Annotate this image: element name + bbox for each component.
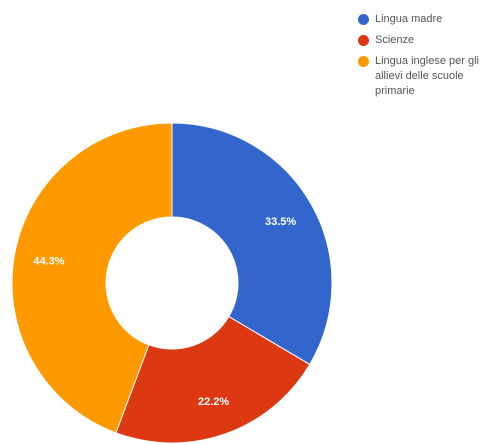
legend-label-lingua-madre: Lingua madre (375, 13, 443, 25)
legend-swatch-scienze (358, 35, 369, 46)
legend-item-scienze[interactable]: Scienze (358, 33, 498, 48)
legend-item-lingua-inglese[interactable]: Lingua inglese per gli allievi delle scu… (358, 54, 498, 99)
legend-label-lingua-inglese: Lingua inglese per gli allievi delle scu… (375, 55, 479, 97)
slice-label-scienze: 22.2% (198, 396, 229, 408)
legend-label-scienze: Scienze (375, 34, 415, 46)
slice-lingua-inglese[interactable] (11, 122, 173, 434)
legend-swatch-lingua-madre (358, 14, 369, 25)
slice-label-lingua-inglese: 44.3% (33, 256, 64, 268)
legend-item-lingua-madre[interactable]: Lingua madre (358, 12, 498, 27)
chart-legend: Lingua madre Scienze Lingua inglese per … (358, 12, 498, 105)
legend-swatch-lingua-inglese (358, 56, 369, 67)
slice-label-lingua-madre: 33.5% (265, 216, 296, 228)
slice-scienze[interactable] (115, 315, 311, 444)
slice-lingua-madre[interactable] (171, 122, 333, 366)
